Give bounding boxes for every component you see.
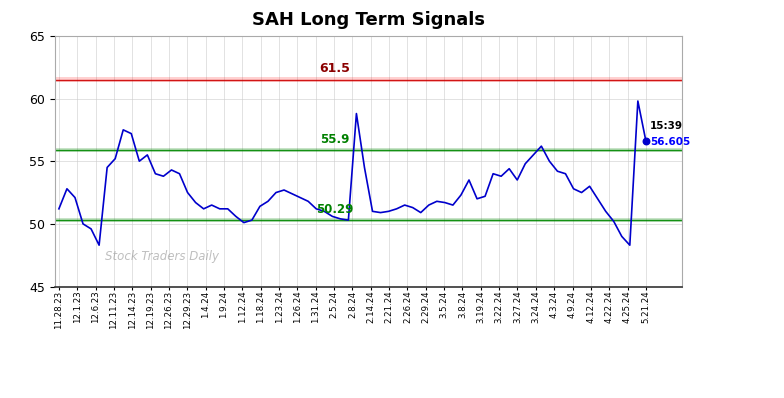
Text: 56.605: 56.605 xyxy=(650,137,690,147)
Bar xyxy=(55,148,682,152)
Point xyxy=(640,138,652,144)
Bar xyxy=(55,78,682,82)
Text: 15:39: 15:39 xyxy=(650,121,683,131)
Text: 50.29: 50.29 xyxy=(316,203,354,216)
Bar xyxy=(55,218,682,222)
Text: 55.9: 55.9 xyxy=(320,133,350,146)
Text: Stock Traders Daily: Stock Traders Daily xyxy=(105,250,219,263)
Text: 61.5: 61.5 xyxy=(319,62,350,75)
Title: SAH Long Term Signals: SAH Long Term Signals xyxy=(252,11,485,29)
